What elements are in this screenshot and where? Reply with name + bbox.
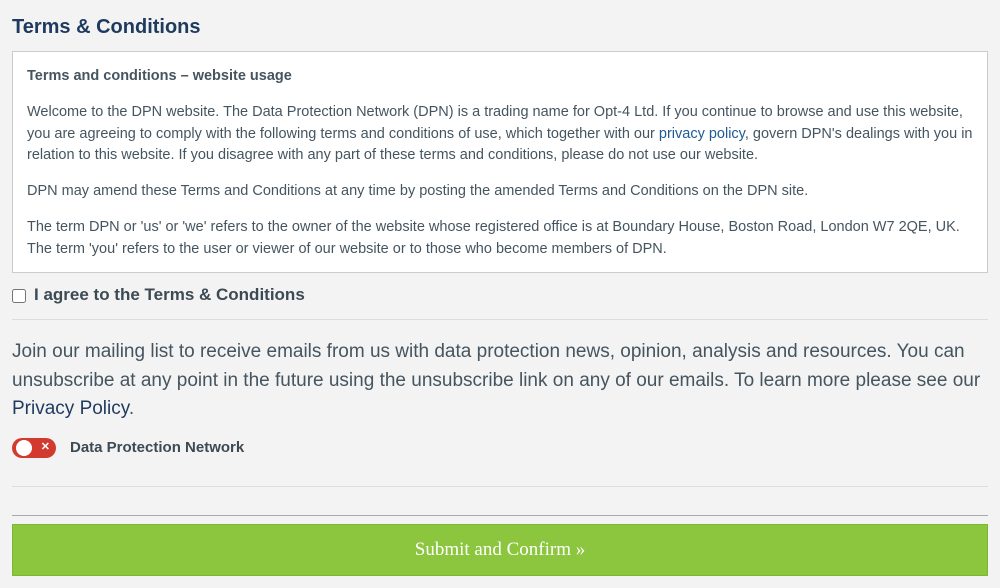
close-icon: ✕ — [41, 442, 50, 453]
privacy-policy-link[interactable]: privacy policy — [659, 126, 745, 142]
terms-paragraph-1: Welcome to the DPN website. The Data Pro… — [27, 102, 973, 167]
mailing-description: Join our mailing list to receive emails … — [12, 338, 988, 424]
mailing-text-a: Join our mailing list to receive emails … — [12, 341, 980, 391]
terms-scroll-box[interactable]: Terms and conditions – website usage Wel… — [12, 51, 988, 273]
mailing-toggle[interactable]: ✕ — [12, 438, 56, 458]
divider — [12, 515, 988, 516]
toggle-row: ✕ Data Protection Network — [12, 438, 988, 487]
terms-paragraph-2: DPN may amend these Terms and Conditions… — [27, 181, 973, 203]
agree-checkbox[interactable] — [12, 289, 26, 303]
terms-paragraph-3: The term DPN or 'us' or 'we' refers to t… — [27, 217, 973, 261]
section-title: Terms & Conditions — [12, 12, 988, 39]
agree-label: I agree to the Terms & Conditions — [34, 285, 305, 305]
agree-row: I agree to the Terms & Conditions — [12, 285, 988, 320]
terms-subheading: Terms and conditions – website usage — [27, 66, 973, 88]
toggle-label: Data Protection Network — [70, 439, 244, 456]
privacy-policy-link-2[interactable]: Privacy Policy — [12, 398, 129, 419]
toggle-knob — [16, 440, 32, 456]
mailing-text-b: . — [129, 398, 134, 419]
